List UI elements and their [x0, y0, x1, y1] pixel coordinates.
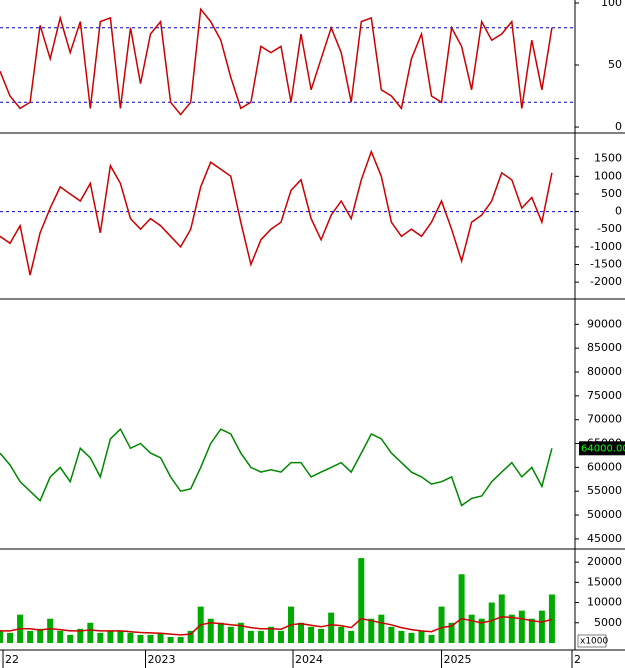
y-tick-label: 80000 [587, 365, 622, 378]
y-tick-label: 1500 [594, 152, 622, 165]
volume-bar [328, 612, 335, 643]
volume-bar [7, 632, 14, 643]
y-tick-label: 60000 [587, 460, 622, 473]
volume-bar [498, 594, 505, 643]
y-tick-label: 10000 [587, 596, 622, 609]
y-tick-label: 70000 [587, 413, 622, 426]
x-tick-label: 22 [5, 653, 19, 666]
volume-bar [267, 626, 274, 643]
y-tick-label: 20000 [587, 555, 622, 568]
volume-bar [448, 622, 455, 643]
series-line [0, 427, 553, 507]
series-line [0, 7, 553, 116]
y-tick-label: -500 [597, 222, 622, 235]
y-tick-label: -2000 [590, 275, 622, 288]
x-tick-label: 2024 [295, 653, 323, 666]
volume-bar [257, 630, 264, 643]
volume-bar [127, 632, 134, 643]
volume-bar [468, 614, 475, 643]
y-tick-label: 45000 [587, 532, 622, 545]
y-tick-label: 90000 [587, 317, 622, 330]
volume-bar [207, 618, 214, 643]
series-line [0, 615, 553, 636]
volume-bar [388, 626, 395, 643]
volume-bar [227, 626, 234, 643]
volume-bar [508, 614, 515, 643]
volume-bar [87, 622, 94, 643]
y-tick-label: -1500 [590, 257, 622, 270]
x-tick-label: 2025 [444, 653, 472, 666]
y-tick-label: 100 [601, 0, 622, 9]
y-tick-label: 1000 [594, 169, 622, 182]
y-tick-label: 75000 [587, 389, 622, 402]
volume-bar [418, 630, 425, 643]
volume-bar [107, 630, 114, 643]
volume-bar [147, 634, 154, 643]
volume-bar [137, 634, 144, 643]
y-tick-label: 0 [615, 120, 622, 133]
y-tick-label: 500 [601, 187, 622, 200]
y-tick-label: 0 [615, 205, 622, 218]
volume-bar [548, 594, 555, 643]
volume-bar [167, 636, 174, 643]
volume-bar [247, 630, 254, 643]
volume-bar [37, 628, 44, 643]
x-tick-label: 2 [574, 653, 581, 666]
unit-box [577, 634, 607, 648]
volume-bar [348, 630, 355, 643]
unit-label: x1000 [580, 637, 609, 647]
last-price-label: 64000.00 [581, 443, 625, 454]
volume-bar [368, 618, 375, 643]
volume-bar [408, 632, 415, 643]
y-tick-label: 50000 [587, 508, 622, 521]
volume-bar [438, 606, 445, 643]
volume-bar [528, 618, 535, 643]
y-tick-label: 5000 [594, 616, 622, 629]
volume-bar [177, 636, 184, 643]
last-price-box [579, 441, 625, 456]
y-tick-label: 85000 [587, 341, 622, 354]
series-line [0, 149, 553, 276]
volume-bar [338, 626, 345, 643]
volume-bar [27, 630, 34, 643]
volume-bar [398, 630, 405, 643]
volume-bar [488, 602, 495, 643]
volume-bar [237, 622, 244, 643]
volume-bar [458, 574, 465, 643]
y-tick-label: 50 [608, 58, 622, 71]
volume-bar [308, 626, 315, 643]
volume-bar [217, 622, 224, 643]
volume-bar [277, 630, 284, 643]
volume-bar [358, 558, 365, 643]
volume-bar [77, 628, 84, 643]
volume-bar [157, 632, 164, 643]
volume-bar [117, 630, 124, 643]
volume-bar [67, 634, 74, 643]
volume-bar [298, 622, 305, 643]
volume-bar [97, 632, 104, 643]
y-tick-label: 55000 [587, 484, 622, 497]
volume-bar [187, 630, 194, 643]
volume-bar [428, 634, 435, 643]
volume-bar [478, 618, 485, 643]
volume-bar [57, 630, 64, 643]
volume-bar [47, 618, 54, 643]
volume-bar [318, 628, 325, 643]
volume-bar [378, 614, 385, 643]
volume-bar [538, 610, 545, 643]
x-tick-label: 2023 [148, 653, 176, 666]
y-tick-label: 15000 [587, 575, 622, 588]
volume-bar [518, 610, 525, 643]
y-tick-label: -1000 [590, 240, 622, 253]
volume-bar [0, 630, 3, 643]
